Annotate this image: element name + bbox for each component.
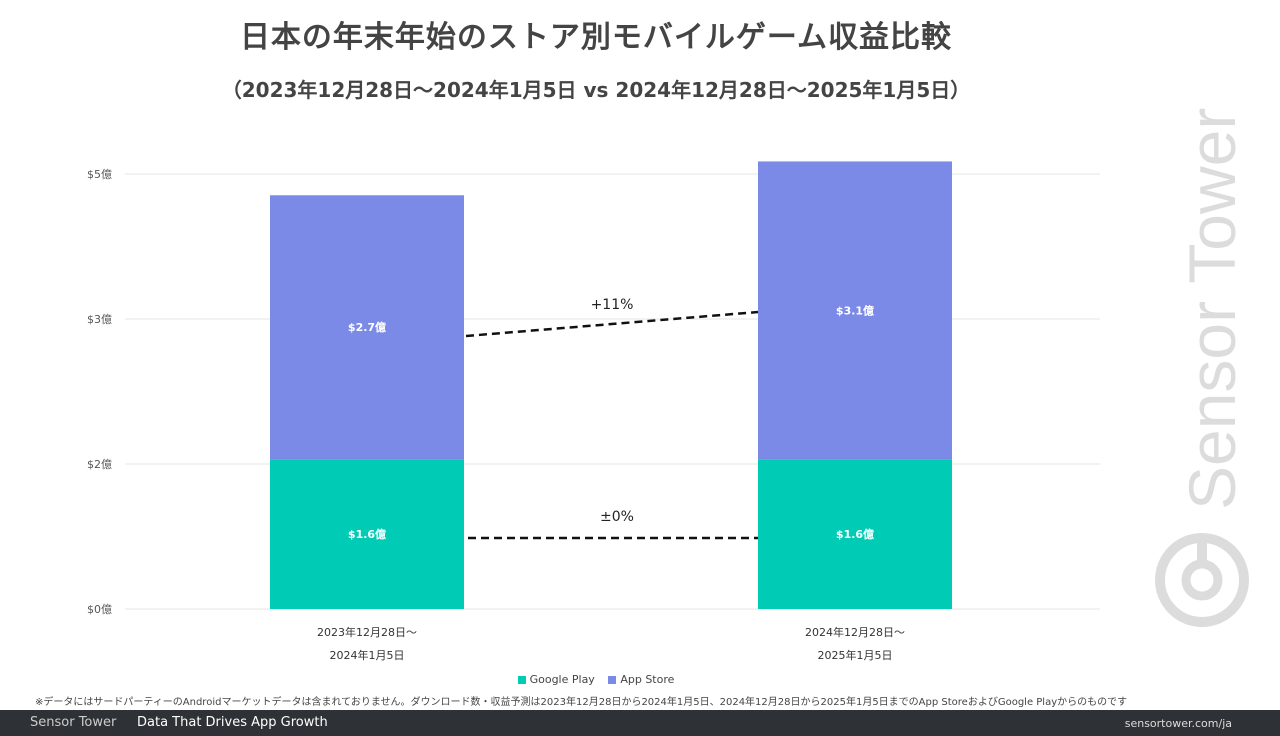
legend-item-app-store: App Store <box>608 673 674 686</box>
legend: Google Play App Store <box>0 673 1192 686</box>
bar-segment-app-store <box>270 195 464 460</box>
y-tick-label: $0億 <box>87 603 112 616</box>
y-tick-label: $5億 <box>87 168 112 181</box>
legend-label: Google Play <box>529 673 595 686</box>
legend-item-google-play: Google Play <box>517 673 595 686</box>
y-tick-label: $2億 <box>87 458 112 471</box>
bar-value-label: $1.6億 <box>348 527 386 541</box>
footnote: ※データにはサードパーティーのAndroidマーケットデータは含まれておりません… <box>35 697 1128 708</box>
legend-swatch <box>608 676 617 684</box>
sensor-tower-logo-icon <box>1155 533 1249 627</box>
x-tick-label: 2023年12月28日～ <box>317 625 417 639</box>
bar-value-label: $2.7億 <box>348 320 386 334</box>
x-tick-label: 2025年1月5日 <box>818 648 893 662</box>
bar-segment-app-store <box>758 161 952 460</box>
change-line-app-store <box>465 310 759 338</box>
x-tick-label: 2024年12月28日～ <box>805 625 905 639</box>
x-tick-label: 2024年1月5日 <box>330 648 405 662</box>
change-label-google-play: ±0% <box>600 509 634 525</box>
bar-value-label: $1.6億 <box>836 527 874 541</box>
legend-label: App Store <box>620 673 675 686</box>
change-label-app-store: +11% <box>591 297 634 313</box>
chart-title: 日本の年末年始のストア別モバイルゲーム収益比較 <box>239 20 953 55</box>
legend-swatch <box>517 676 526 684</box>
chart-subtitle: （2023年12月28日～2024年1月5日 vs 2024年12月28日～20… <box>221 78 971 102</box>
sensor-tower-watermark: Sensor Tower <box>1150 90 1260 650</box>
bar-segment-google-play <box>270 459 464 609</box>
stacked-bar-chart: $0億 $2億 $3億 $5億 $1.6億 $2.7億 2023年12月28日～ 2024年1… <box>87 161 1100 662</box>
footer-url[interactable]: sensortower.com/ja <box>1124 717 1232 730</box>
footer-bar: Sensor Tower Data That Drives App Growth… <box>0 710 1280 736</box>
y-tick-label: $3億 <box>87 313 112 326</box>
bar-value-label: $3.1億 <box>836 303 874 317</box>
footer-tagline: Data That Drives App Growth <box>137 715 328 730</box>
watermark-text: Sensor Tower <box>1175 108 1249 510</box>
footer-brand: Sensor Tower <box>30 715 117 730</box>
bar-segment-google-play <box>758 459 952 609</box>
